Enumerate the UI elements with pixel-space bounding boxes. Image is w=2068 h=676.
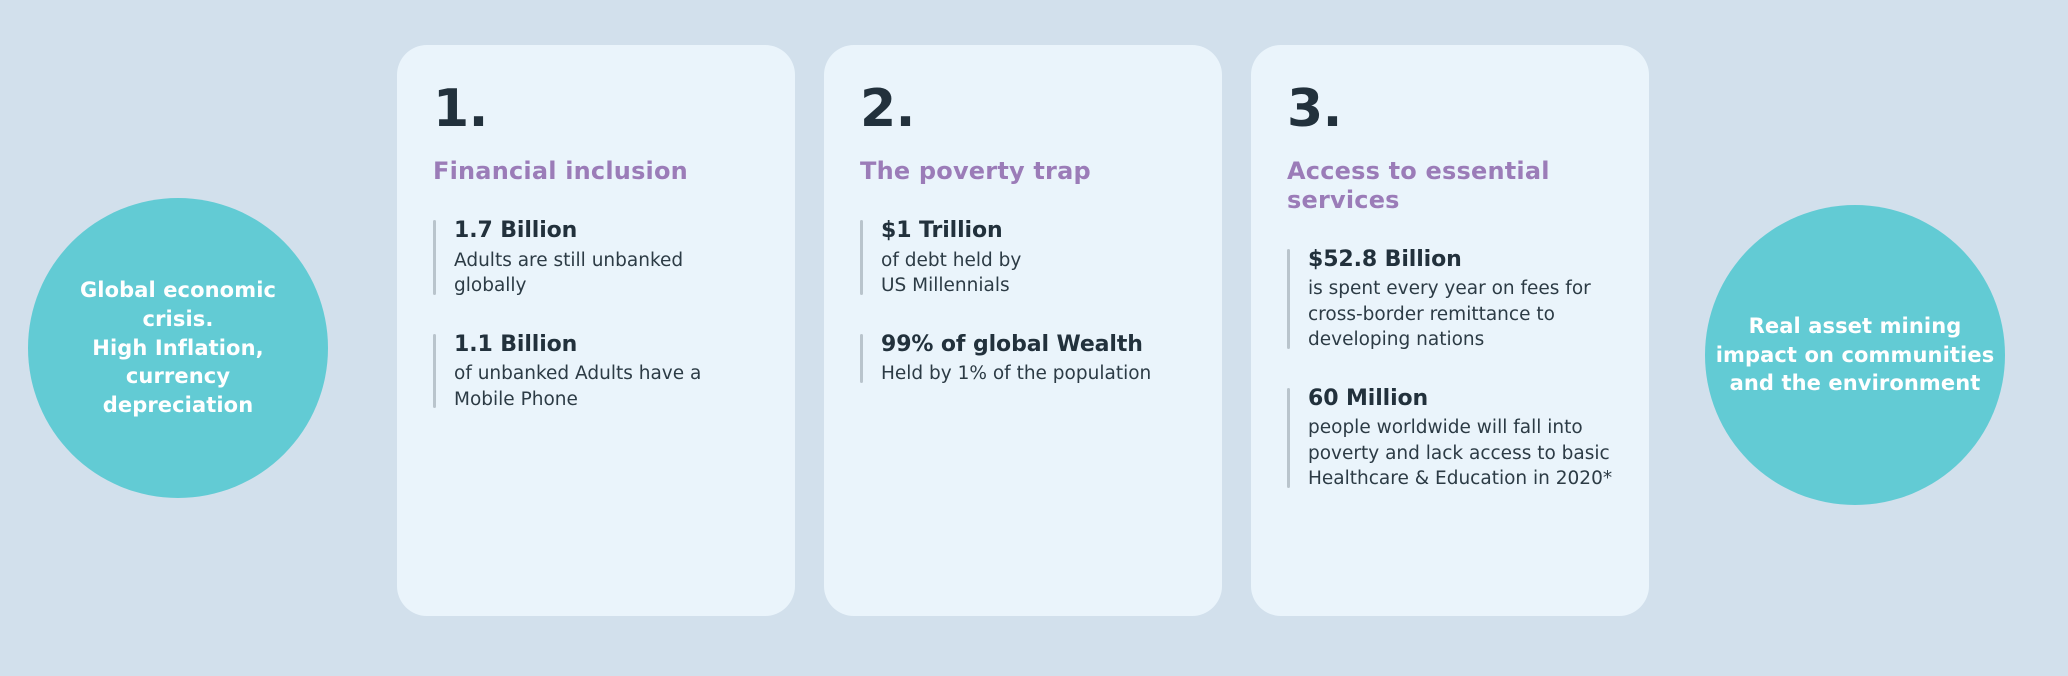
- card-2-number: 2.: [860, 79, 915, 139]
- card-1-title: Financial inclusion: [433, 157, 688, 185]
- circle-right-text: Real asset mining impact on communities …: [1715, 313, 1995, 396]
- stat-value: 99% of global Wealth: [881, 331, 1143, 357]
- cards-container: 1. Financial inclusion 1.7 Billion Adult…: [397, 45, 1649, 616]
- stat-description: is spent every year on fees for cross-bo…: [1308, 278, 1591, 351]
- card-2-title: The poverty trap: [860, 157, 1091, 185]
- stat-item: 99% of global Wealth Held by 1% of the p…: [860, 331, 1186, 387]
- stat-item: 1.7 Billion Adults are still unbanked gl…: [433, 217, 759, 299]
- circle-global-economic-crisis: Global economic crisis. High Inflation, …: [28, 198, 328, 498]
- stat-item: 1.1 Billion of unbanked Adults have a Mo…: [433, 331, 759, 413]
- card-financial-inclusion: 1. Financial inclusion 1.7 Billion Adult…: [397, 45, 795, 616]
- card-access-to-essential-services: 3. Access to essential services $52.8 Bi…: [1251, 45, 1649, 616]
- stat-value: 1.7 Billion: [454, 218, 578, 243]
- stat-item: $52.8 Billion is spent every year on fee…: [1287, 246, 1613, 353]
- circle-left-text: Global economic crisis. High Inflation, …: [79, 277, 277, 418]
- card-1-number: 1.: [433, 79, 488, 139]
- stat-value: $1 Trillion: [881, 218, 1003, 243]
- circle-real-asset-mining-impact: Real asset mining impact on communities …: [1705, 205, 2005, 505]
- stat-description: Held by 1% of the population: [881, 363, 1152, 385]
- stat-description: people worldwide will fall into poverty …: [1308, 417, 1613, 490]
- stat-description: of unbanked Adults have a Mobile Phone: [454, 363, 702, 410]
- stat-description: Adults are still unbanked globally: [454, 249, 684, 297]
- card-2-stats: $1 Trillion of debt held by US Millennia…: [860, 217, 1186, 387]
- stat-value: $52.8 Billion: [1308, 246, 1462, 272]
- stat-description: of debt held by US Millennials: [881, 249, 1022, 297]
- card-poverty-trap: 2. The poverty trap $1 Trillion of debt …: [824, 45, 1222, 616]
- stat-item: $1 Trillion of debt held by US Millennia…: [860, 217, 1186, 299]
- stat-value: 60 Million: [1308, 385, 1429, 411]
- card-3-title: Access to essential services: [1287, 157, 1550, 215]
- stat-item: 60 Million people worldwide will fall in…: [1287, 385, 1613, 492]
- card-3-stats: $52.8 Billion is spent every year on fee…: [1287, 246, 1613, 492]
- stat-value: 1.1 Billion: [454, 331, 578, 357]
- card-3-number: 3.: [1287, 79, 1342, 139]
- card-1-stats: 1.7 Billion Adults are still unbanked gl…: [433, 217, 759, 412]
